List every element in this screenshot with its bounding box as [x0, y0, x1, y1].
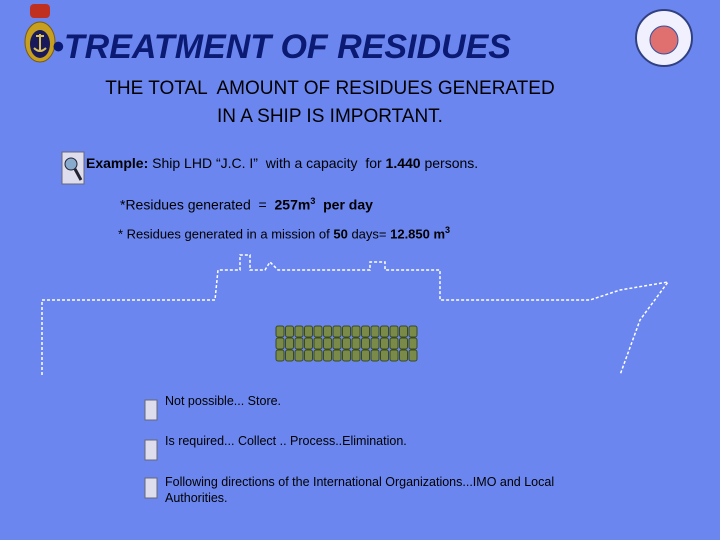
barrel: [351, 337, 361, 350]
barrel: [370, 349, 380, 362]
barrel: [380, 337, 389, 350]
barrel: [389, 337, 399, 350]
barrel: [275, 349, 285, 362]
exponent: 3: [310, 196, 316, 206]
barrel: [408, 325, 418, 338]
barrel: [351, 349, 361, 362]
amount: 12.850 m: [390, 226, 446, 242]
option: Following directions of the Internationa…: [165, 475, 555, 505]
barrel: [323, 337, 332, 350]
barrel: [304, 325, 313, 338]
barrel: [294, 349, 304, 362]
barrel: [313, 337, 323, 350]
barrel: [389, 325, 399, 338]
barrel: [389, 349, 399, 362]
barrel: [380, 325, 389, 338]
text: *Residues generated =: [120, 196, 275, 213]
option: Is required... Collect .. Process..Elimi…: [165, 434, 407, 448]
ship-outline: [41, 254, 670, 376]
barrel: [399, 337, 408, 350]
amount: 257m: [274, 196, 311, 213]
option: Not possible... Store.: [165, 394, 282, 408]
barrel: [275, 325, 285, 338]
capacity: 1.440: [385, 155, 421, 171]
text: Ship LHD “J.C. I” with a capacity for: [148, 155, 386, 171]
barrel: [285, 325, 294, 338]
barrel: [313, 325, 323, 338]
barrel: [313, 349, 323, 362]
barrel: [399, 349, 408, 362]
option-icons: [144, 399, 158, 499]
subtitle: IN A SHIP IS IMPORTANT.: [217, 106, 443, 127]
barrel: [342, 337, 351, 350]
mission-line: * Residues generated in a mission of 50 …: [118, 225, 450, 241]
barrel: [361, 337, 370, 350]
barrels: [275, 325, 418, 362]
subtitle: THE TOTAL AMOUNT OF RESIDUES GENERATED: [105, 78, 555, 99]
label: Example:: [86, 155, 149, 171]
exponent: 3: [445, 225, 451, 235]
daily-line: *Residues generated = 257m3 per day: [120, 196, 373, 213]
barrel: [285, 349, 294, 362]
barrel: [399, 325, 408, 338]
barrel: [304, 337, 313, 350]
barrel: [408, 337, 418, 350]
text: days=: [347, 226, 391, 242]
barrel: [275, 337, 285, 350]
magnifier-icon: [61, 151, 85, 185]
barrel: [342, 325, 351, 338]
barrel: [285, 337, 294, 350]
barrel: [408, 349, 418, 362]
title: •TREATMENT OF RESIDUES: [52, 28, 511, 67]
barrel: [361, 325, 370, 338]
barrel: [332, 325, 342, 338]
barrel: [294, 337, 304, 350]
barrel: [294, 325, 304, 338]
period: per day: [315, 196, 373, 213]
unit: persons.: [420, 155, 479, 171]
crest-left: [24, 4, 56, 63]
barrel: [380, 349, 389, 362]
title-text: TREATMENT OF RESIDUES: [63, 28, 511, 66]
example-line: Example: Ship LHD “J.C. I” with a capaci…: [86, 155, 478, 171]
barrel: [351, 325, 361, 338]
barrel: [304, 349, 313, 362]
barrel: [342, 349, 351, 362]
barrel: [370, 337, 380, 350]
crest-right: [635, 9, 693, 67]
bullet: •: [52, 28, 64, 66]
barrel: [332, 349, 342, 362]
barrel: [323, 349, 332, 362]
barrel: [323, 325, 332, 338]
barrel: [332, 337, 342, 350]
text: * Residues generated in a mission of: [118, 226, 334, 242]
days: 50: [333, 226, 348, 242]
barrel: [361, 349, 370, 362]
barrel: [370, 325, 380, 338]
